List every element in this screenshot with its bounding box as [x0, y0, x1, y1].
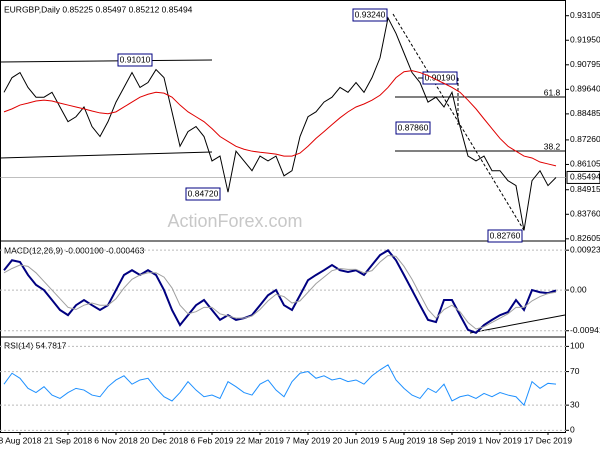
y-tick-label: 30 — [570, 399, 580, 409]
annotation: 0.91010 — [120, 54, 151, 64]
x-tick-label: 6 Nov 2018 — [94, 435, 138, 445]
annotation: 0.84720 — [188, 188, 219, 198]
annotation: 38.2 — [544, 141, 561, 151]
x-tick-label: 20 Jun 2019 — [333, 435, 380, 445]
x-tick-label: 20 Dec 2018 — [140, 435, 188, 445]
series-line — [3, 70, 557, 167]
current-price-label: 0.85494 — [570, 172, 600, 182]
y-tick-label: 0.84915 — [570, 184, 600, 194]
y-tick-label: 0.93105 — [570, 10, 600, 20]
trend-line — [0, 59, 213, 63]
annotation: 0.87860 — [398, 122, 429, 132]
y-tick-label: 0.91950 — [570, 35, 600, 45]
panel-title: RSI(14) 54.7817 — [4, 340, 67, 350]
y-tick-label: 0.82605 — [570, 233, 600, 243]
y-tick-label: 0.87260 — [570, 134, 600, 144]
series-line — [3, 364, 557, 407]
y-tick-label: 0.90795 — [570, 59, 600, 69]
watermark: ActionForex.com — [167, 211, 302, 231]
x-tick-label: 7 May 2019 — [286, 435, 331, 445]
y-tick-label: 70 — [570, 366, 580, 376]
x-tick-label: 6 Feb 2019 — [190, 435, 233, 445]
y-tick-label: 0.83760 — [570, 209, 600, 219]
x-tick-label: 21 Sep 2018 — [44, 435, 92, 445]
x-tick-label: 18 Sep 2019 — [428, 435, 476, 445]
y-tick-label: 0.88485 — [570, 108, 600, 118]
x-tick-label: 17 Dec 2019 — [524, 435, 572, 445]
trend-line — [469, 314, 566, 334]
x-tick-label: 8 Aug 2018 — [0, 435, 42, 445]
series-line — [3, 16, 557, 231]
y-tick-label: 0 — [570, 425, 575, 435]
current-price-box — [566, 170, 600, 184]
y-tick-label: -0.009413 — [570, 325, 600, 335]
annotation: 0.93240 — [355, 9, 386, 19]
y-tick-label: 100 — [570, 341, 584, 351]
y-tick-label: 0.009237 — [570, 244, 600, 254]
annotation-box — [352, 8, 388, 22]
annotation-box — [395, 121, 431, 135]
x-tick-label: 22 Mar 2019 — [236, 435, 284, 445]
plot-frame — [0, 0, 566, 433]
x-tick-label: 1 Nov 2019 — [478, 435, 522, 445]
series-line — [3, 255, 557, 330]
annotation: 61.8 — [544, 87, 561, 97]
annotation: 0.90190 — [425, 72, 456, 82]
trend-line — [0, 151, 213, 159]
y-tick-label: 0.00 — [570, 284, 587, 294]
y-tick-label: 0.86105 — [570, 159, 600, 169]
annotation: 0.82760 — [490, 230, 521, 240]
annotation-box — [185, 187, 221, 201]
annotation-box — [487, 229, 523, 243]
panel-title: MACD(12,26,9) -0.000100 -0.000463 — [4, 245, 145, 255]
x-tick-label: 5 Aug 2019 — [382, 435, 425, 445]
panel-title: EURGBP,Daily 0.85225 0.85497 0.85212 0.8… — [4, 4, 193, 14]
annotation-box — [422, 71, 458, 85]
annotation-box — [117, 53, 153, 67]
y-tick-label: 0.89640 — [570, 84, 600, 94]
series-line — [3, 249, 557, 335]
